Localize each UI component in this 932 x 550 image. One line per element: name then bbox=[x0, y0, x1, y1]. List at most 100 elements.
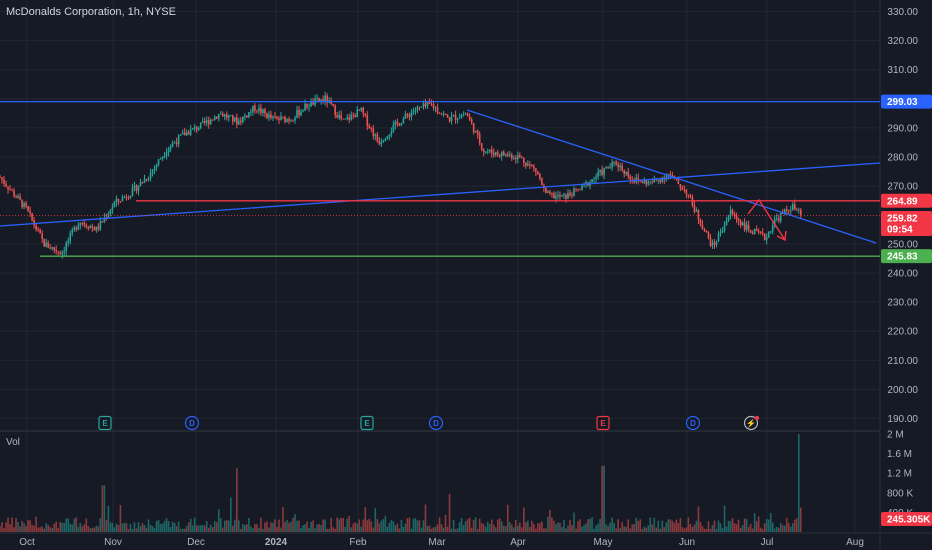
price-tick-label: 320.00 bbox=[887, 36, 918, 47]
volume-bar bbox=[244, 524, 246, 532]
volume-bar bbox=[797, 434, 800, 532]
candle-body bbox=[47, 242, 49, 248]
volume-bar bbox=[605, 524, 607, 532]
volume-bar bbox=[484, 526, 487, 532]
volume-bar bbox=[306, 521, 308, 532]
candle-body bbox=[422, 103, 425, 107]
volume-bar bbox=[795, 518, 798, 532]
volume-bar bbox=[669, 519, 672, 532]
candle-body bbox=[0, 177, 1, 179]
candle-body bbox=[412, 111, 415, 113]
candle-body bbox=[322, 99, 324, 102]
candle-body bbox=[135, 185, 138, 191]
volume-bar bbox=[7, 517, 9, 532]
volume-bar bbox=[791, 523, 794, 532]
volume-bar bbox=[11, 517, 13, 532]
time-tick-label: Mar bbox=[428, 537, 446, 548]
volume-bar bbox=[109, 522, 112, 532]
event-markers[interactable]: E D E D E D ⚡ bbox=[98, 415, 760, 431]
time-tick-label: Apr bbox=[510, 537, 526, 548]
volume-bar bbox=[761, 528, 764, 532]
candle-body bbox=[462, 114, 465, 116]
volume-tick-label: 1.6 M bbox=[887, 449, 912, 460]
candle-body bbox=[366, 115, 369, 126]
trend-drawings[interactable] bbox=[0, 100, 881, 257]
volume-bar bbox=[392, 521, 395, 532]
volume-bar bbox=[703, 528, 706, 532]
candle-body bbox=[75, 227, 78, 230]
candle-body bbox=[113, 202, 116, 208]
candle-body bbox=[207, 120, 210, 125]
candle-body bbox=[450, 116, 453, 122]
volume-bar bbox=[547, 516, 549, 532]
candle-body bbox=[396, 121, 399, 124]
candle-body bbox=[7, 186, 9, 190]
candle-body bbox=[203, 121, 206, 123]
volume-bar bbox=[354, 522, 357, 532]
chart-title[interactable]: McDonalds Corporation, 1h, NYSE bbox=[6, 6, 176, 18]
volume-bar bbox=[366, 520, 369, 532]
volume-bar bbox=[141, 523, 144, 532]
earnings-icon bbox=[596, 415, 610, 431]
candle-body bbox=[129, 195, 132, 198]
candle-body bbox=[468, 116, 471, 120]
candle-body bbox=[352, 114, 355, 116]
candle-body bbox=[169, 146, 172, 149]
volume-bar bbox=[418, 520, 421, 532]
candle-body bbox=[213, 116, 216, 121]
volume-bar bbox=[492, 524, 495, 532]
candle-body bbox=[637, 177, 640, 181]
volume-bar bbox=[719, 523, 722, 532]
candle-body bbox=[274, 116, 276, 118]
price-tick-label: 280.00 bbox=[887, 152, 918, 163]
volume-bar bbox=[181, 528, 184, 532]
candle-body bbox=[101, 221, 104, 223]
volume-bar bbox=[344, 527, 347, 532]
volume-bar bbox=[39, 527, 41, 532]
candle-body bbox=[310, 101, 312, 107]
volume-tick-label: 800 K bbox=[887, 488, 913, 499]
candle-body bbox=[143, 179, 146, 183]
volume-bar bbox=[246, 524, 248, 532]
volume-bar bbox=[462, 525, 465, 532]
candle-body bbox=[797, 209, 800, 211]
price-axis[interactable]: 330.00320.00310.00300.00290.00280.00270.… bbox=[19, 7, 918, 548]
time-tick-label: Jul bbox=[761, 537, 774, 548]
volume-bar bbox=[97, 526, 100, 532]
volume-label[interactable]: Vol bbox=[6, 437, 20, 448]
volume-bar bbox=[523, 507, 525, 532]
candle-body bbox=[408, 114, 411, 117]
tag-resistance-text: 299.03 bbox=[887, 97, 918, 108]
candle-body bbox=[683, 189, 686, 191]
candle-body bbox=[5, 183, 7, 187]
candle-body bbox=[428, 102, 431, 104]
candle-body bbox=[775, 218, 778, 219]
volume-bar bbox=[709, 528, 712, 532]
candle-body bbox=[545, 188, 547, 193]
volume-bar bbox=[43, 528, 45, 532]
candle-body bbox=[597, 171, 599, 177]
volume-bar bbox=[302, 525, 304, 532]
candle-body bbox=[159, 158, 162, 160]
candle-body bbox=[539, 174, 541, 179]
volume-bar bbox=[258, 527, 260, 532]
volume-bar bbox=[787, 523, 790, 532]
candle-body bbox=[320, 99, 322, 102]
candle-body bbox=[236, 117, 238, 125]
volume-bar bbox=[430, 528, 433, 532]
volume-bar bbox=[163, 520, 166, 532]
candle-body bbox=[559, 194, 561, 197]
volume-bar bbox=[107, 505, 110, 532]
candle-body bbox=[336, 115, 338, 118]
candle-body bbox=[21, 199, 23, 208]
candle-body bbox=[605, 167, 607, 169]
candle-body bbox=[404, 113, 407, 119]
volume-bar bbox=[494, 527, 497, 532]
candle-body bbox=[523, 157, 525, 163]
volume-bar bbox=[230, 497, 232, 532]
candle-body bbox=[697, 210, 700, 220]
volume-bar bbox=[779, 523, 782, 532]
volume-bar bbox=[51, 527, 53, 532]
